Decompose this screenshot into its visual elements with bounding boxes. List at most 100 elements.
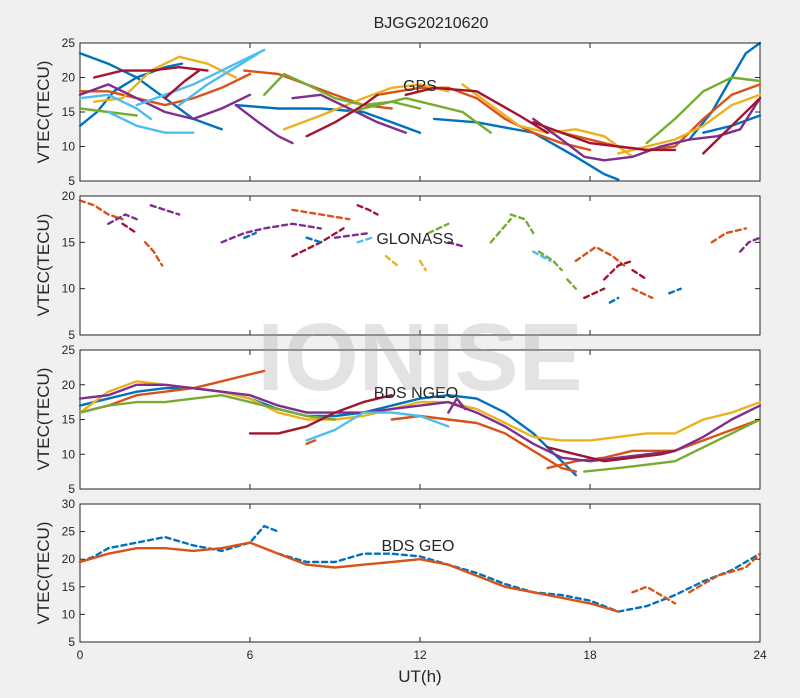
y-tick-label-glonass-2: 15 — [62, 235, 76, 249]
series-line-gps-1 — [78, 62, 184, 128]
series-line-glonass-26 — [532, 250, 552, 263]
series-line-glonass-1 — [143, 241, 164, 267]
y-tick-label-bds-ngeo-4: 25 — [62, 343, 76, 357]
series-line-gps-25 — [135, 48, 266, 107]
series-line-bds-ngeo-3 — [305, 439, 317, 445]
panel-annotation-bds-geo: BDS GEO — [382, 538, 455, 555]
x-tick-label-4: 24 — [753, 648, 767, 662]
figure-title: BJGG20210620 — [374, 15, 489, 32]
series-line-glonass-2 — [291, 208, 351, 221]
ticks-bds-geo: 5 10 15 20 25 30 0 6 12 18 24 — [62, 497, 767, 662]
y-tick-label-bds-geo-1: 10 — [62, 607, 76, 621]
y-axis-label-bds-ngeo: VTEC(TECU) — [34, 368, 53, 471]
series-line-bds-geo-0 — [78, 524, 280, 564]
y-axis-label-gps: VTEC(TECU) — [34, 61, 53, 164]
plot-area-glonass — [79, 195, 761, 336]
series-line-glonass-3 — [574, 245, 626, 267]
y-tick-label-glonass-3: 20 — [62, 189, 76, 203]
series-line-glonass-7 — [149, 204, 181, 216]
series-line-glonass-23 — [384, 255, 399, 267]
y-tick-label-bds-ngeo-2: 15 — [62, 413, 76, 427]
series-line-glonass-6 — [107, 213, 138, 226]
y-tick-label-bds-geo-4: 25 — [62, 525, 76, 539]
series-line-gps-29 — [404, 86, 549, 134]
series-line-glonass-17 — [631, 268, 648, 281]
series-line-gps-13 — [617, 93, 762, 155]
series-line-gps-24 — [177, 52, 260, 107]
series-line-gps-28 — [305, 93, 379, 138]
series-line-glonass-4 — [631, 287, 654, 300]
series-line-bds-geo-2 — [78, 541, 620, 613]
series-line-gps-2 — [234, 103, 422, 134]
series-line-gps-27 — [163, 69, 201, 100]
panel-annotation-bds-ngeo: BDS NGEO — [374, 385, 458, 402]
x-tick-label-1: 6 — [247, 648, 254, 662]
series-line-bds-ngeo-12 — [546, 446, 677, 463]
series-group-gps — [78, 41, 762, 181]
series-line-bds-geo-4 — [688, 552, 762, 594]
series-group-bds-geo — [78, 524, 762, 613]
series-line-bds-ngeo-6 — [78, 383, 762, 463]
series-line-bds-geo-1 — [277, 552, 762, 613]
series-line-glonass-14 — [356, 204, 379, 216]
x-tick-label-2: 12 — [413, 648, 427, 662]
panel-bds-ngeo: 5 10 15 20 25 BDS NGEO VTEC(TECU) — [34, 343, 762, 496]
y-axis-label-glonass: VTEC(TECU) — [34, 214, 53, 317]
series-line-gps-26 — [92, 65, 209, 79]
series-line-gps-15 — [234, 103, 294, 145]
plot-area-gps — [79, 42, 761, 182]
panel-gps: 5 10 15 20 25 GPS VTEC(TECU) — [34, 36, 762, 188]
series-group-bds-ngeo — [78, 369, 762, 477]
series-line-gps-0 — [78, 52, 223, 131]
series-line-bds-ngeo-8 — [78, 394, 337, 421]
series-line-glonass-8 — [220, 222, 322, 244]
series-line-glonass-20 — [509, 213, 535, 235]
y-tick-label-bds-ngeo-1: 10 — [62, 447, 76, 461]
series-line-glonass-27 — [243, 231, 257, 239]
series-line-gps-8 — [376, 86, 592, 152]
series-line-gps-30 — [532, 121, 677, 152]
series-line-gps-16 — [291, 93, 407, 134]
y-tick-label-bds-geo-5: 30 — [62, 497, 76, 511]
y-tick-label-bds-geo-3: 20 — [62, 552, 76, 566]
series-line-gps-31 — [702, 96, 762, 155]
series-line-gps-6 — [78, 72, 252, 107]
series-line-gps-9 — [560, 83, 762, 152]
plot-area-bds-geo — [79, 503, 761, 643]
panel-annotation-gps: GPS — [403, 78, 437, 95]
series-line-gps-11 — [282, 83, 450, 131]
series-line-glonass-18 — [427, 222, 450, 235]
y-tick-label-gps-4: 25 — [62, 36, 76, 50]
panel-annotation-glonass: GLONASS — [376, 231, 453, 248]
x-tick-label-0: 0 — [77, 648, 84, 662]
series-line-bds-ngeo-0 — [78, 387, 577, 477]
series-line-glonass-25 — [356, 236, 373, 244]
series-line-gps-3 — [433, 117, 620, 181]
series-line-glonass-16 — [583, 287, 606, 300]
ticks-glonass: 5 10 15 20 — [62, 189, 761, 342]
y-tick-label-bds-geo-2: 15 — [62, 580, 76, 594]
watermark: IONISE — [257, 304, 582, 411]
y-tick-label-glonass-1: 10 — [62, 282, 76, 296]
series-line-bds-ngeo-11 — [248, 394, 393, 435]
series-line-bds-ngeo-7 — [447, 397, 467, 414]
series-line-glonass-22 — [566, 278, 577, 290]
series-line-bds-ngeo-9 — [583, 418, 762, 473]
series-line-bds-ngeo-10 — [305, 411, 450, 442]
series-line-glonass-9 — [333, 231, 371, 239]
ticks-bds-ngeo: 5 10 15 20 25 — [62, 343, 761, 496]
series-line-glonass-19 — [489, 217, 512, 244]
series-line-glonass-11 — [739, 236, 762, 253]
ticks-gps: 5 10 15 20 25 — [62, 36, 761, 188]
series-line-gps-14 — [78, 83, 252, 121]
panel-bds-geo: 5 10 15 20 25 30 0 6 12 18 24 BDS GEO VTEC(TECU) — [34, 497, 767, 662]
y-tick-label-gps-0: 5 — [68, 174, 75, 188]
series-line-glonass-0 — [78, 199, 124, 221]
series-line-glonass-30 — [668, 287, 682, 295]
series-line-glonass-5 — [710, 227, 747, 244]
y-tick-label-bds-ngeo-3: 20 — [62, 378, 76, 392]
y-axis-label-bds-geo: VTEC(TECU) — [34, 522, 53, 625]
y-tick-label-gps-3: 20 — [62, 71, 76, 85]
series-line-glonass-29 — [608, 296, 620, 304]
